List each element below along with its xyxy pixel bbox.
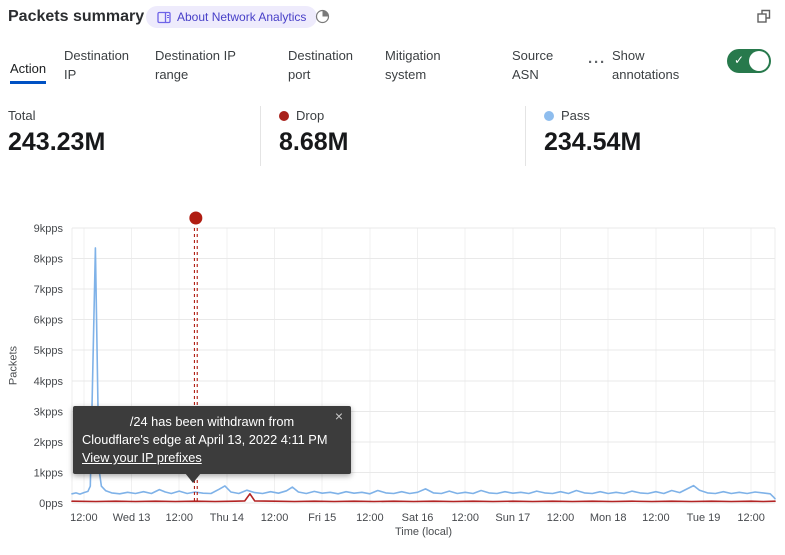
x-tick-label: Tue 19 — [687, 512, 721, 524]
annotation-tooltip: /24 has been withdrawn from Cloudflare's… — [73, 406, 351, 483]
about-network-analytics-badge[interactable]: About Network Analytics — [146, 6, 318, 28]
x-tick-label: 12:00 — [737, 512, 765, 524]
stat-total: Total 243.23M — [8, 108, 105, 157]
stat-pass-label: Pass — [561, 108, 590, 123]
tab-action[interactable]: Action — [10, 59, 47, 84]
x-tick-label: Sun 17 — [495, 512, 530, 524]
x-tick-label: 12:00 — [547, 512, 575, 524]
y-tick-label: 2kpps — [34, 437, 64, 449]
x-tick-label: 12:00 — [261, 512, 289, 524]
y-tick-label: 6kpps — [34, 315, 64, 327]
book-icon — [157, 11, 171, 24]
header: Packets summary About Network Analytics — [8, 6, 777, 32]
more-tabs-button[interactable]: ··· — [588, 54, 606, 71]
summary-stats: Total 243.23M Drop 8.68M Pass 234.54M — [0, 104, 785, 168]
tab-destination-ip-range[interactable]: Destination IP range — [155, 48, 236, 82]
y-tick-label: 3kpps — [34, 406, 64, 418]
stats-divider — [260, 106, 261, 166]
show-annotations-toggle[interactable]: ✓ — [727, 49, 771, 73]
stat-total-value: 243.23M — [8, 128, 106, 156]
x-tick-label: 12:00 — [642, 512, 670, 524]
chart-canvas: 12:00 Wed 13 12:00 Thu 14 12:00 Fri 15 12:00 Sa… — [34, 211, 776, 524]
tab-mitigation-system[interactable]: Mitigation system — [385, 48, 441, 82]
x-tick-label: Fri 15 — [308, 512, 336, 524]
stat-total-label: Total — [8, 108, 36, 123]
stat-pass-value: 234.54M — [544, 128, 642, 156]
y-tick-label: 9kpps — [34, 223, 64, 235]
tooltip-text-line2: Cloudflare's edge at April 13, 2022 4:11… — [82, 432, 328, 447]
y-tick-label: 1kpps — [34, 467, 64, 479]
pass-dot — [544, 110, 554, 121]
x-tick-label: 12:00 — [356, 512, 384, 524]
tab-destination-port[interactable]: Destination port — [288, 48, 354, 82]
pass-line — [71, 247, 776, 500]
x-tick-label: 12:00 — [70, 512, 98, 524]
toggle-knob — [749, 51, 769, 71]
drop-line — [71, 492, 776, 503]
x-tick-label: Sat 16 — [402, 512, 434, 524]
stats-divider — [525, 106, 526, 166]
stat-drop-label: Drop — [296, 108, 325, 123]
stat-pass: Pass 234.54M — [544, 108, 641, 157]
view-ip-prefixes-link[interactable]: View your IP prefixes — [82, 450, 202, 465]
stat-drop-value: 8.68M — [279, 128, 349, 156]
time-period-icon — [315, 9, 330, 24]
y-tick-label: 8kpps — [34, 254, 64, 266]
badge-label: About Network Analytics — [177, 10, 307, 24]
check-icon: ✓ — [734, 53, 745, 67]
y-tick-label: 5kpps — [34, 345, 64, 357]
x-tick-label: Mon 18 — [590, 512, 627, 524]
y-tick-label: 0pps — [39, 498, 63, 510]
drop-dot — [279, 110, 289, 121]
tooltip-text-line1: /24 has been withdrawn from — [129, 414, 295, 429]
expand-window-icon[interactable] — [755, 7, 773, 25]
x-axis-title: Time (local) — [394, 526, 453, 538]
x-tick-label: Thu 14 — [210, 512, 244, 524]
dimension-tabs: Action Destination IP Destination IP ran… — [0, 45, 785, 85]
y-tick-label: 4kpps — [34, 376, 64, 388]
tab-source-asn[interactable]: Source ASN — [512, 48, 554, 82]
x-tick-label: Wed 13 — [113, 512, 151, 524]
show-annotations-label: Show annotations — [612, 48, 680, 82]
y-tick-label: 7kpps — [34, 284, 64, 296]
x-tick-label: 12:00 — [165, 512, 193, 524]
packets-chart: 12:00 Wed 13 12:00 Thu 14 12:00 Fri 15 12:00 Sa… — [0, 205, 785, 555]
y-axis-title: Packets — [7, 345, 20, 386]
x-tick-label: 12:00 — [451, 512, 479, 524]
page-title: Packets summary — [8, 8, 145, 25]
annotation-marker[interactable] — [189, 211, 203, 225]
stat-drop: Drop 8.68M — [279, 108, 348, 157]
tooltip-arrow — [185, 473, 201, 483]
close-icon[interactable]: × — [334, 408, 343, 424]
tab-destination-ip[interactable]: Destination IP — [64, 48, 130, 82]
